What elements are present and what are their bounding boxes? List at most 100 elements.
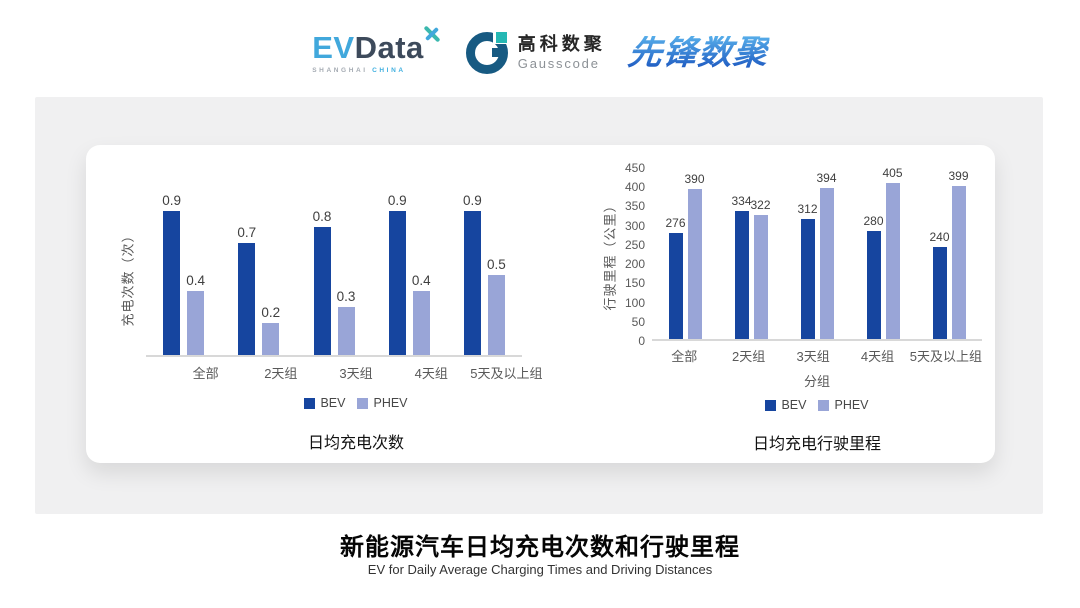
category-label: 全部: [671, 349, 698, 364]
bar-group: 0.9 0.5: [447, 193, 522, 355]
category-label: 3天组: [796, 349, 830, 364]
bar-bev-1: 0.7: [237, 225, 256, 355]
evdata-wordmark: EVData: [312, 32, 424, 63]
bar-bev-1: 334: [731, 194, 752, 339]
gausscode-en-text: Gausscode: [517, 56, 600, 71]
bar-group: 280 405: [850, 166, 916, 339]
y-tick-label: 350: [624, 199, 645, 214]
bar-bev-0: 0.9: [162, 193, 181, 355]
bar-phev-2: 394: [816, 171, 837, 339]
page-title: 新能源汽车日均充电次数和行驶里程: [340, 534, 740, 561]
bar-value-label: 405: [882, 166, 903, 181]
y-tick-label: 400: [624, 180, 645, 195]
bar-phev-4: 399: [948, 169, 969, 339]
bar-bev-2: 312: [797, 202, 818, 339]
y-tick-label: 100: [624, 295, 645, 310]
category-axis: 全部 2天组 3天组 4天组 5天及以上组: [168, 363, 544, 382]
bar-value-label: 0.3: [336, 289, 356, 304]
bar-group: 334 322: [718, 168, 784, 339]
bar-group: 0.8 0.3: [296, 197, 371, 355]
category-label: 4天组: [860, 349, 895, 364]
evdata-data-text: Data: [354, 30, 424, 65]
logo-header: EVData SHANGHAI CHINA 高科数聚 Gausscode 先锋数…: [0, 24, 1080, 82]
bar-value-label: 276: [665, 215, 686, 230]
bar-phev-3: 0.4: [412, 273, 431, 355]
evdata-shanghai-text: SHANGHAI: [312, 67, 368, 74]
y-axis-label-text: 行驶里程（公里）: [602, 198, 618, 311]
bar-phev-3: 405: [882, 166, 903, 339]
y-axis-label: 行驶里程（公里）: [598, 168, 620, 341]
bar-value-label: 0.9: [162, 193, 181, 208]
bar-phev-1: 0.2: [261, 305, 280, 355]
y-tick-label: 0: [638, 334, 645, 348]
evdata-logo: EVData SHANGHAI CHINA: [312, 25, 444, 74]
y-tick-label: 150: [624, 276, 645, 291]
gausscode-logo: 高科数聚 Gausscode: [465, 32, 606, 74]
gausscode-g-icon: [465, 32, 508, 74]
legend-item-bev: BEV: [765, 398, 806, 412]
bar-value-label: 390: [684, 172, 705, 187]
bar-group: 240 399: [916, 168, 982, 339]
category-label: 5天及以上组: [470, 366, 543, 381]
chart-title: 日均充电行驶里程: [752, 436, 881, 453]
legend-label: PHEV: [373, 396, 408, 410]
y-tick-label: 50: [631, 314, 645, 329]
plot-area: 0.9 0.4 0.7 0.2 0.8 0.3 0.9 0.4 0.9 0.5: [146, 193, 522, 357]
gausscode-cn-text: 高科数聚: [517, 34, 606, 55]
bar-value-label: 0.8: [312, 209, 332, 224]
bar-group: 276 390: [652, 168, 718, 339]
chart-daily-charging-times: 充电次数（次） 0.9 0.4 0.7 0.2 0.8 0.3 0.9 0.4 0.9 0.5 全…: [108, 145, 544, 463]
y-tick-label: 200: [624, 257, 645, 272]
category-axis: 全部 2天组 3天组 4天组 5天及以上组: [652, 346, 982, 365]
evdata-subtext: SHANGHAI CHINA: [312, 67, 424, 74]
bar-bev-3: 280: [863, 214, 884, 339]
x-axis-label: 分组: [803, 374, 830, 389]
bar-bev-2: 0.8: [313, 209, 331, 355]
evdata-sparkle-icon: [422, 24, 442, 44]
legend-label: PHEV: [834, 398, 869, 412]
bar-value-label: 0.7: [237, 225, 257, 240]
bar-value-label: 280: [863, 214, 884, 229]
category-label: 2天组: [264, 366, 298, 381]
bar-group: 0.9 0.4: [372, 193, 447, 355]
legend-swatch: [818, 399, 830, 411]
bar-bev-0: 276: [665, 216, 686, 339]
evdata-ev-text: EV: [312, 30, 355, 65]
y-tick-label: 450: [624, 161, 645, 175]
legend: BEV PHEV: [652, 398, 982, 412]
category-label: 2天组: [732, 349, 766, 364]
bar-value-label: 0.9: [463, 193, 482, 208]
bar-group: 0.9 0.4: [146, 193, 221, 355]
page-subtitle: EV for Daily Average Charging Times and …: [367, 562, 713, 577]
bar-value-label: 394: [816, 170, 837, 185]
bar-value-label: 399: [948, 168, 969, 183]
bar-value-label: 0.4: [411, 273, 431, 288]
plot-area: 276 390 334 322 312 394 280 405 240 399: [652, 166, 982, 341]
bar-bev-4: 0.9: [463, 193, 482, 355]
legend-label: BEV: [320, 396, 346, 410]
gausscode-wordmark: 高科数聚 Gausscode: [518, 34, 606, 71]
bar-phev-0: 0.4: [186, 273, 205, 355]
legend-item-bev: BEV: [304, 396, 345, 410]
bar-bev-4: 240: [929, 230, 950, 339]
category-label: 全部: [192, 366, 219, 381]
bar-value-label: 0.2: [261, 305, 281, 320]
bar-value-label: 334: [731, 193, 752, 208]
chart-daily-driving-distance: 行驶里程（公里） 0 50 100 150 200 250 300 350 400 450 276…: [598, 145, 982, 463]
evdata-china-text: CHINA: [372, 67, 406, 74]
chart-title: 日均充电次数: [307, 435, 404, 452]
bar-phev-0: 390: [684, 172, 705, 339]
chart-card: 充电次数（次） 0.9 0.4 0.7 0.2 0.8 0.3 0.9 0.4 0.9 0.5 全…: [86, 145, 995, 463]
bar-group: 0.7 0.2: [221, 197, 296, 355]
y-tick-label: 300: [624, 218, 645, 233]
category-label: 3天组: [339, 366, 373, 381]
legend: BEV PHEV: [168, 396, 544, 410]
legend-swatch: [304, 397, 316, 409]
bar-phev-4: 0.5: [487, 257, 506, 355]
bar-group: 312 394: [784, 168, 850, 339]
bar-phev-1: 322: [750, 198, 771, 339]
y-axis-label: 充电次数（次）: [108, 197, 146, 357]
y-tick-label: 250: [624, 237, 645, 252]
plot-row: 充电次数（次） 0.9 0.4 0.7 0.2 0.8 0.3 0.9 0.4 0.9 0.5: [108, 193, 544, 357]
bar-value-label: 0.5: [487, 257, 506, 272]
